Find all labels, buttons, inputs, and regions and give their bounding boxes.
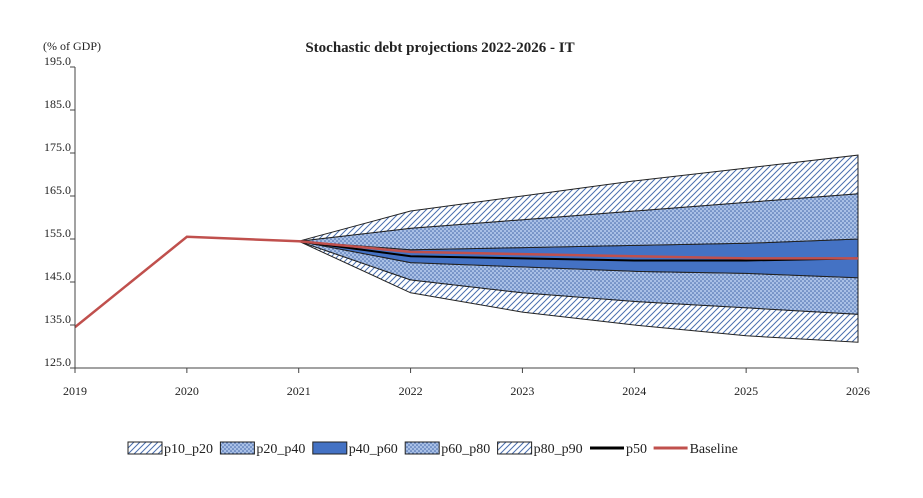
- band-p80-p90: [298, 154, 859, 242]
- y-tick-label: 155.0: [44, 226, 71, 240]
- y-tick-label: 135.0: [44, 312, 71, 326]
- legend-item-p60-p80: p60_p80: [404, 441, 490, 457]
- x-tick-label: 2020: [175, 384, 199, 398]
- legend-label: p50: [626, 442, 647, 457]
- legend: p10_p20 p20_p40 p40_p60 p60_p80 p80_p90 p50 Ba…: [127, 441, 738, 457]
- x-tick-label: 2024: [622, 384, 646, 398]
- legend-swatch: [404, 441, 440, 455]
- legend-label: p20_p40: [256, 442, 305, 457]
- legend-label: p10_p20: [164, 442, 213, 457]
- legend-item-p10-p20: p10_p20: [127, 441, 213, 457]
- legend-item-p80-p90: p80_p90: [497, 441, 583, 457]
- series-lines: [74, 235, 859, 329]
- legend-label: p60_p80: [441, 442, 490, 457]
- legend-swatch: [127, 441, 163, 455]
- x-tick-label: 2021: [287, 384, 311, 398]
- legend-item-p50: p50: [590, 442, 647, 457]
- axes: 125.0 135.0 145.0 155.0 165.0 175.0 185.0 195.0…: [44, 54, 870, 398]
- y-tick-label: 195.0: [44, 54, 71, 68]
- legend-swatch: [312, 441, 348, 455]
- legend-item-p40-p60: p40_p60: [312, 441, 398, 457]
- legend-swatch: [219, 441, 255, 455]
- x-tick-label: 2019: [63, 384, 87, 398]
- line-baseline: [74, 235, 858, 329]
- x-tick-label: 2025: [734, 384, 758, 398]
- y-tick-label: 125.0: [44, 355, 71, 369]
- y-tick-label: 175.0: [44, 140, 71, 154]
- x-tick-label: 2022: [399, 384, 423, 398]
- legend-label: p80_p90: [534, 442, 583, 457]
- line-p50: [298, 240, 859, 262]
- legend-item-p20-p40: p20_p40: [219, 441, 305, 457]
- chart-title: Stochastic debt projections 2022-2026 - …: [305, 40, 574, 56]
- x-tick-label: 2026: [846, 384, 870, 398]
- y-axis-unit-label: (% of GDP): [43, 39, 101, 53]
- x-tick-label: 2023: [510, 384, 534, 398]
- legend-item-baseline: Baseline: [653, 442, 738, 457]
- y-tick-label: 185.0: [44, 97, 71, 111]
- legend-label: p40_p60: [349, 442, 398, 457]
- legend-label: Baseline: [690, 442, 738, 457]
- y-tick-label: 165.0: [44, 183, 71, 197]
- legend-swatch: [497, 441, 533, 455]
- y-tick-label: 145.0: [44, 269, 71, 283]
- fan-bands: [298, 154, 859, 343]
